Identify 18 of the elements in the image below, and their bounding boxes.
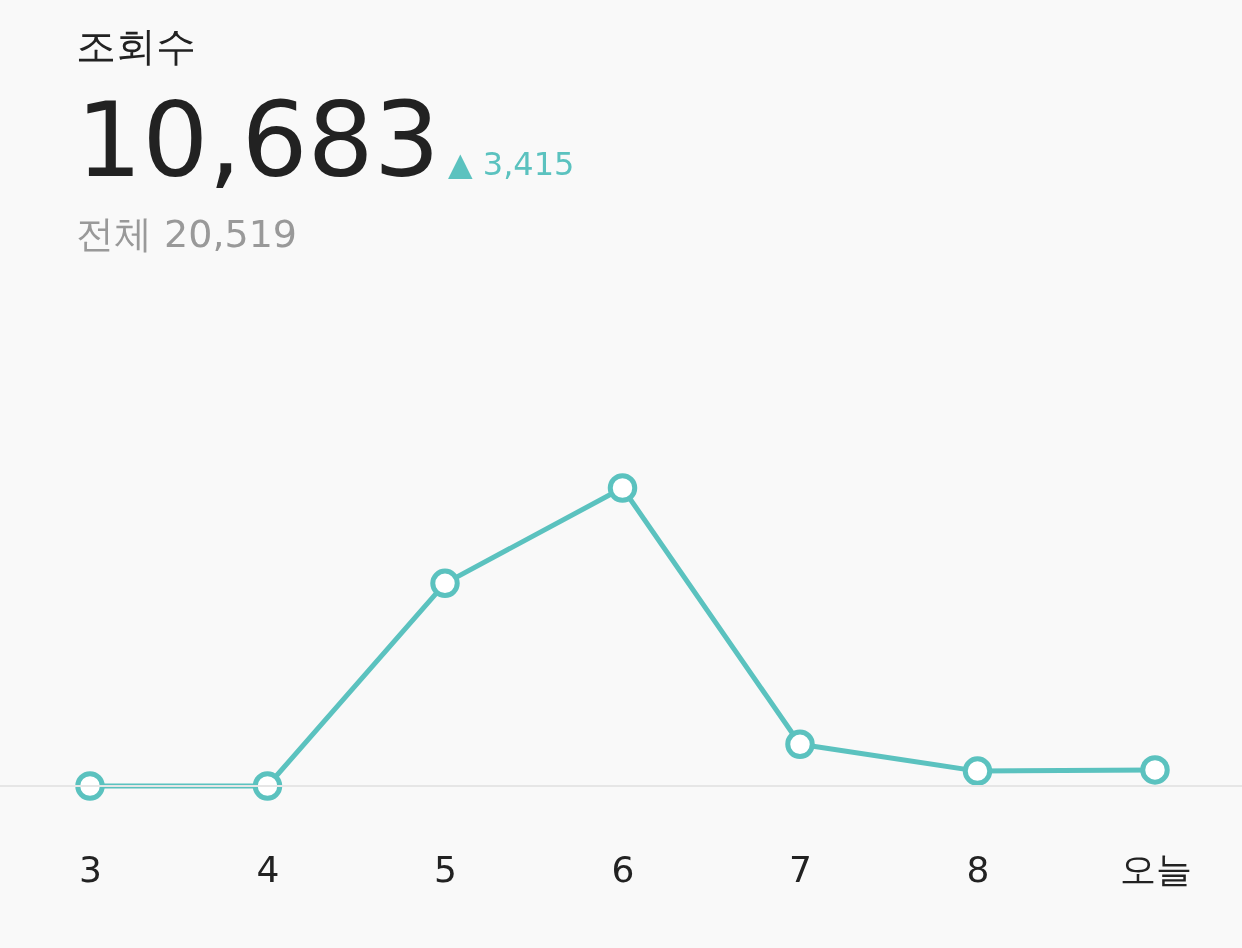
point [1140,755,1170,785]
x-tick-label: 4 [256,848,280,890]
chart-subtitle: 10,683 [76,79,440,201]
point [785,729,815,759]
x-tick-label: 7 [789,848,812,890]
point [430,568,460,599]
point [607,473,638,503]
point [75,771,105,801]
text: 전체 20,519 [76,212,298,256]
chart-title: 조회수 [76,23,196,69]
x-tick-label: 6 [611,848,635,890]
x-tick-label: 5 [434,848,457,890]
point [252,771,283,801]
text: ▲ 3,415 [448,145,575,183]
point [962,756,993,786]
x-tick-label: 8 [966,848,990,890]
x-tick-label: 3 [79,848,102,890]
x-tick-label: 오늘 [1119,848,1192,890]
